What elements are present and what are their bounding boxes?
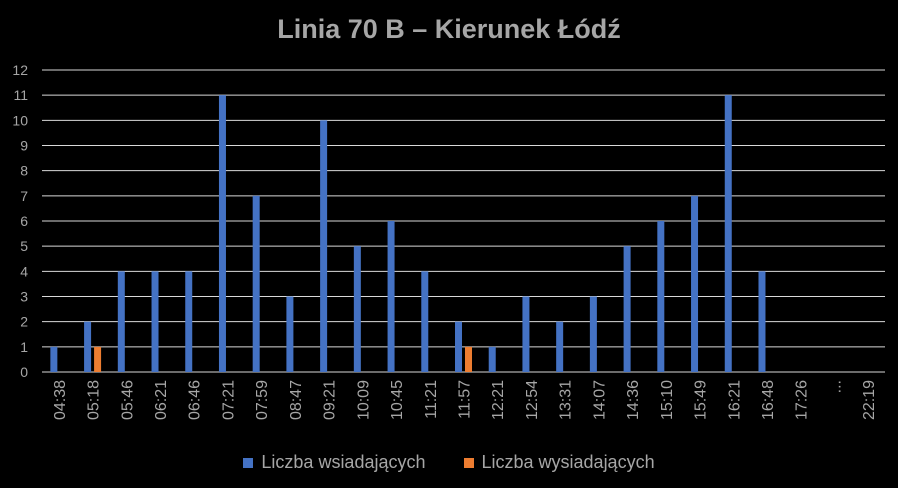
bar-series0-4 <box>185 271 193 372</box>
bar-series1-12 <box>465 346 472 372</box>
x-tick-label-3: 06:21 <box>153 380 170 420</box>
bar-series0-0 <box>50 346 58 372</box>
bar-series0-21 <box>758 271 766 372</box>
bar-series0-9 <box>353 246 361 372</box>
legend: Liczba wsiadających Liczba wysiadających <box>0 452 898 473</box>
y-tick-label-8: 8 <box>20 163 28 179</box>
bar-series0-20 <box>724 95 732 373</box>
bar-series0-19 <box>691 195 699 372</box>
bar-series0-16 <box>589 296 597 372</box>
x-tick-label-5: 07:21 <box>220 380 237 420</box>
bar-series0-5 <box>218 95 226 373</box>
x-tick-label-2: 05:46 <box>119 380 136 420</box>
legend-item-wysiadajacych: Liczba wysiadających <box>463 452 655 473</box>
bar-series0-6 <box>252 195 260 372</box>
legend-item-wsiadajacych: Liczba wsiadających <box>243 452 426 473</box>
bar-series0-13 <box>488 346 496 372</box>
bar-series0-2 <box>117 271 125 372</box>
bar-series0-7 <box>286 296 294 372</box>
legend-label-wsiadajacych: Liczba wsiadających <box>261 452 426 472</box>
legend-swatch-wsiadajacych <box>243 457 254 468</box>
y-tick-label-3: 3 <box>20 289 28 305</box>
x-tick-label-6: 07:59 <box>254 380 271 420</box>
bar-series0-1 <box>84 321 92 372</box>
x-tick-label-13: 12:21 <box>490 380 507 420</box>
bar-series0-18 <box>657 221 665 372</box>
bar-series0-17 <box>623 246 631 372</box>
x-tick-label-8: 09:21 <box>322 380 339 420</box>
bar-series0-10 <box>387 221 395 372</box>
y-tick-label-9: 9 <box>20 138 28 154</box>
x-tick-label-0: 04:38 <box>52 380 69 420</box>
chart-title: Linia 70 B – Kierunek Łódź <box>277 14 621 44</box>
x-tick-label-9: 10:09 <box>355 380 372 420</box>
x-tick-label-17: 14:36 <box>625 380 642 420</box>
x-tick-label-18: 15:10 <box>659 380 676 420</box>
x-tick-label-21: 16:48 <box>760 380 777 420</box>
x-tick-label-19: 15:49 <box>693 380 710 420</box>
y-tick-label-7: 7 <box>20 188 28 204</box>
x-tick-label-12: 11:57 <box>457 380 474 419</box>
legend-swatch-wysiadajacych <box>463 457 474 468</box>
x-tick-label-23: ... <box>827 380 844 393</box>
x-tick-label-4: 06:46 <box>187 380 204 420</box>
bar-series0-14 <box>522 296 530 372</box>
x-tick-label-16: 14:07 <box>591 380 608 420</box>
x-tick-label-20: 16:21 <box>726 380 743 420</box>
x-tick-label-10: 10:45 <box>389 380 406 420</box>
bar-series0-15 <box>556 321 564 372</box>
x-tick-label-7: 08:47 <box>288 380 305 420</box>
x-tick-label-11: 11:21 <box>423 380 440 419</box>
bar-series1-1 <box>94 346 102 372</box>
y-tick-label-4: 4 <box>20 263 28 279</box>
x-tick-label-22: 17:26 <box>794 380 811 420</box>
bar-series0-11 <box>421 271 429 372</box>
y-tick-label-11: 11 <box>13 87 28 103</box>
y-tick-label-0: 0 <box>20 364 28 380</box>
y-tick-label-5: 5 <box>20 238 28 254</box>
x-tick-label-14: 12:54 <box>524 380 541 420</box>
bar-series0-12 <box>455 321 462 372</box>
y-tick-label-1: 1 <box>20 339 28 355</box>
y-tick-label-10: 10 <box>12 112 28 128</box>
bar-series0-3 <box>151 271 159 372</box>
x-tick-label-1: 05:18 <box>86 380 103 420</box>
y-tick-label-6: 6 <box>20 213 28 229</box>
bar-series0-8 <box>320 120 328 372</box>
x-tick-label-24: 22:19 <box>861 380 878 420</box>
y-tick-label-12: 12 <box>12 62 28 78</box>
legend-label-wysiadajacych: Liczba wysiadających <box>481 452 655 472</box>
x-tick-label-15: 13:31 <box>558 380 575 420</box>
y-tick-label-2: 2 <box>20 314 28 330</box>
